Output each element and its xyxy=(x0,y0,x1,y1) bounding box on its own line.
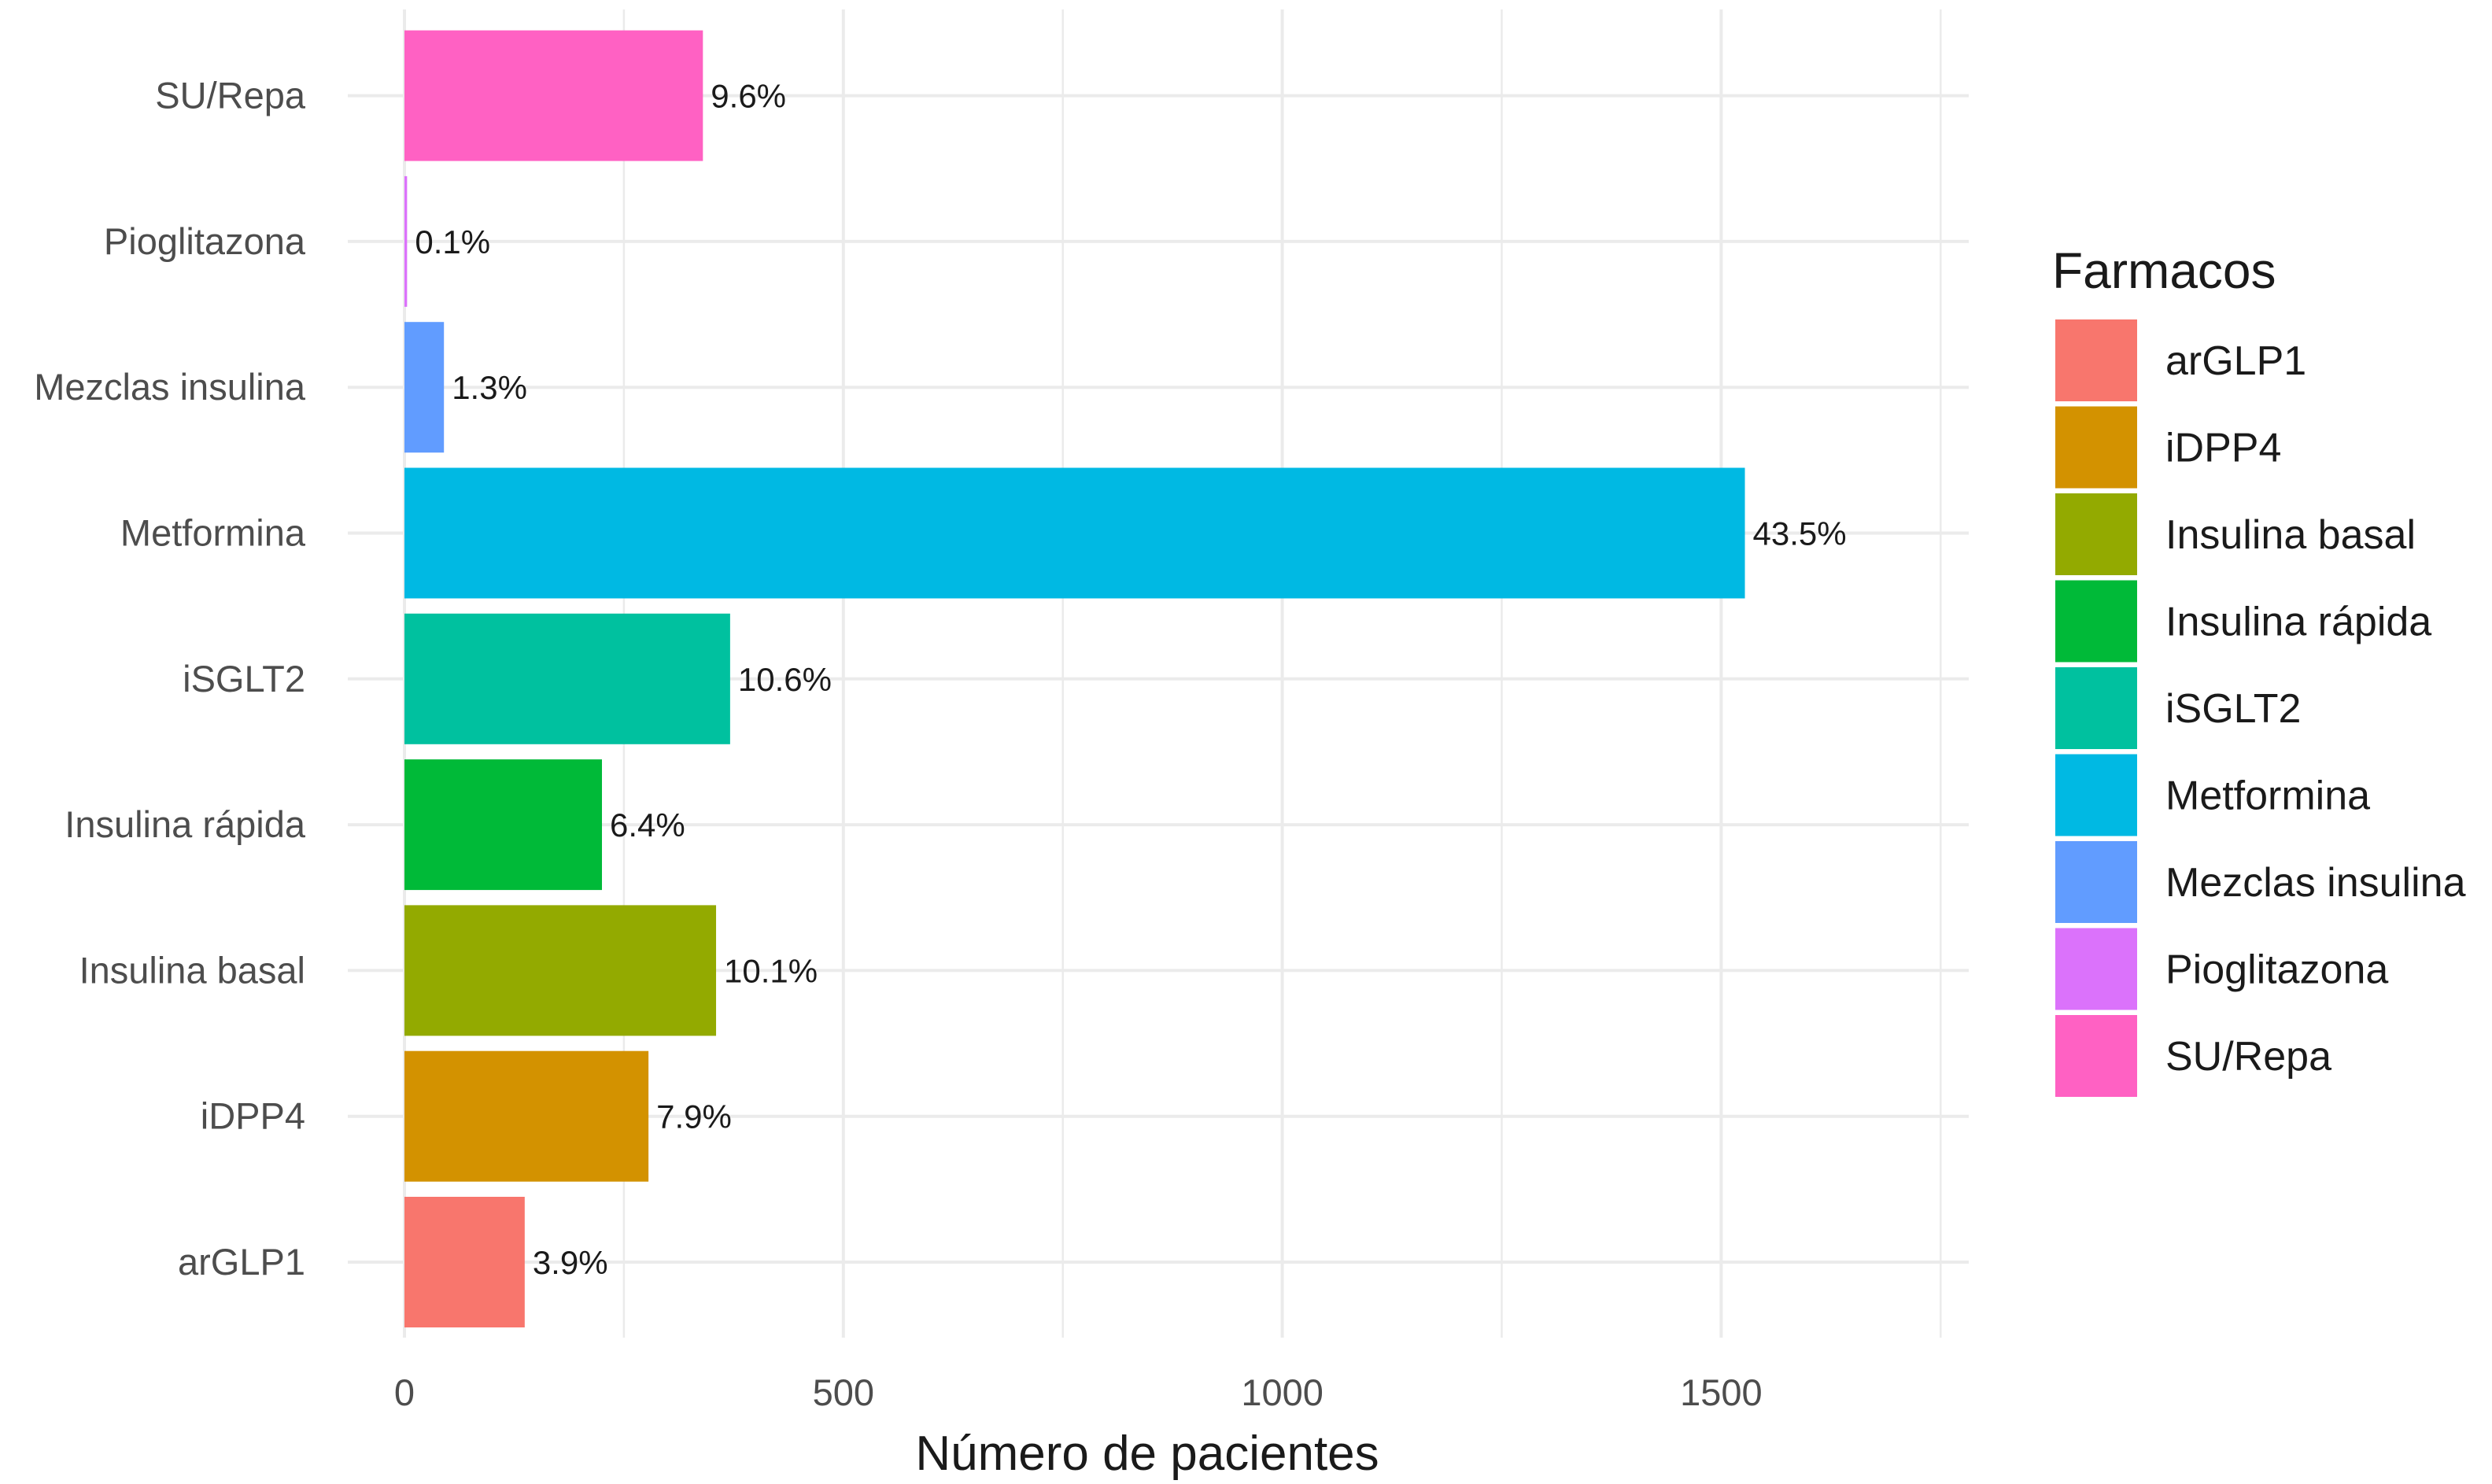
data-labels: 3.9% 7.9% 10.1% 6.4% 10.6% 43.5% 1.3% 0.1% 9.6% xyxy=(415,78,1846,1281)
legend-entry-label: iSGLT2 xyxy=(2165,686,2301,732)
legend-entry-label: Insulina basal xyxy=(2165,512,2416,558)
x-tick-label: 1000 xyxy=(1241,1371,1324,1413)
data-label: 10.1% xyxy=(724,952,818,989)
y-tick-label: arGLP1 xyxy=(178,1241,305,1283)
legend: Farmacos arGLP1 iDPP4 Insulina basal Insuli… xyxy=(2052,242,2466,1097)
bar-insulina-r-pida xyxy=(404,759,603,891)
data-label: 43.5% xyxy=(1753,515,1847,552)
legend-entry-label: Pioglitazona xyxy=(2165,947,2388,993)
legend-key xyxy=(2055,1015,2137,1097)
legend-entry-label: arGLP1 xyxy=(2165,338,2306,384)
legend-entry-label: Insulina rápida xyxy=(2165,600,2431,645)
legend-key xyxy=(2055,580,2137,663)
y-tick-label: Insulina rápida xyxy=(65,803,306,845)
data-label: 7.9% xyxy=(656,1098,732,1135)
y-tick-label: Metformina xyxy=(120,512,306,554)
data-label: 6.4% xyxy=(610,807,685,844)
bar-mezclas-insulina xyxy=(404,322,445,453)
legend-entry-label: iDPP4 xyxy=(2165,426,2281,471)
legend-title: Farmacos xyxy=(2052,242,2276,299)
data-label: 10.6% xyxy=(738,661,832,698)
legend-key xyxy=(2055,928,2137,1010)
legend-key xyxy=(2055,754,2137,836)
bar-pioglitazona xyxy=(404,175,408,307)
y-tick-label: Mezclas insulina xyxy=(34,366,306,408)
y-tick-label: Pioglitazona xyxy=(104,220,306,262)
legend-key xyxy=(2055,841,2137,923)
legend-key xyxy=(2055,667,2137,749)
legend-key xyxy=(2055,406,2137,489)
y-tick-label: iSGLT2 xyxy=(183,658,305,700)
data-label: 0.1% xyxy=(415,223,490,260)
x-tick-label: 1500 xyxy=(1680,1371,1763,1413)
data-label: 9.6% xyxy=(711,78,786,115)
legend-entry-label: Metformina xyxy=(2165,773,2370,819)
data-label: 1.3% xyxy=(452,369,527,406)
bar-arglp1 xyxy=(404,1197,525,1327)
legend-entry-label: Mezclas insulina xyxy=(2165,860,2466,906)
x-axis-title: Número de pacientes xyxy=(915,1427,1379,1481)
data-label: 3.9% xyxy=(533,1244,608,1281)
legend-entry-label: SU/Repa xyxy=(2165,1034,2331,1080)
bar-metformina xyxy=(404,467,1745,599)
legend-key xyxy=(2055,319,2137,401)
x-tick-label: 0 xyxy=(394,1371,415,1413)
legend-key xyxy=(2055,493,2137,575)
bar-insulina-basal xyxy=(404,905,717,1036)
x-tick-label: 500 xyxy=(813,1371,874,1413)
y-tick-label: SU/Repa xyxy=(155,75,306,116)
bar-idpp4 xyxy=(404,1050,649,1182)
x-axis-tick-labels: 0 500 1000 1500 xyxy=(394,1371,1763,1413)
bar-su-repa xyxy=(404,30,703,161)
bars xyxy=(404,30,1745,1327)
y-axis-tick-labels: arGLP1 iDPP4 Insulina basal Insulina rápida… xyxy=(34,75,306,1283)
y-tick-label: Insulina basal xyxy=(79,949,305,991)
bar-isglt2 xyxy=(404,613,730,744)
y-tick-label: iDPP4 xyxy=(201,1095,305,1137)
